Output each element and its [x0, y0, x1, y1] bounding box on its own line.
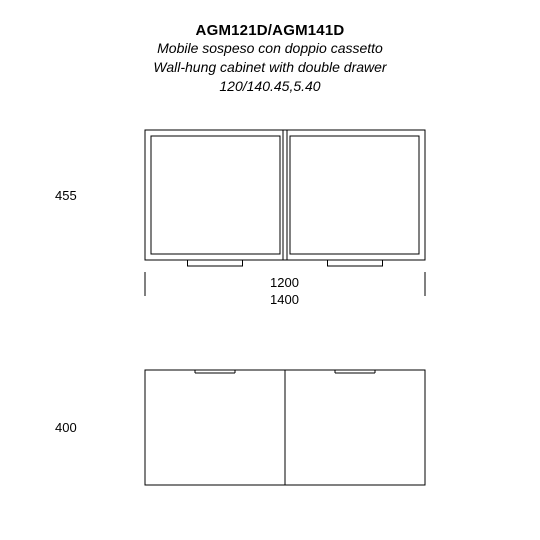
description-italian: Mobile sospeso con doppio cassetto — [0, 39, 540, 58]
model-code: AGM121D/AGM141D — [0, 22, 540, 39]
drawing-area: 455 1200 1400 400 — [0, 100, 540, 540]
header-block: AGM121D/AGM141D Mobile sospeso con doppi… — [0, 0, 540, 96]
description-english: Wall-hung cabinet with double drawer — [0, 58, 540, 77]
dim-label-height-front: 400 — [55, 420, 77, 435]
dimensions-summary: 120/140.45,5.40 — [0, 77, 540, 96]
front-view-drawing — [0, 100, 540, 540]
